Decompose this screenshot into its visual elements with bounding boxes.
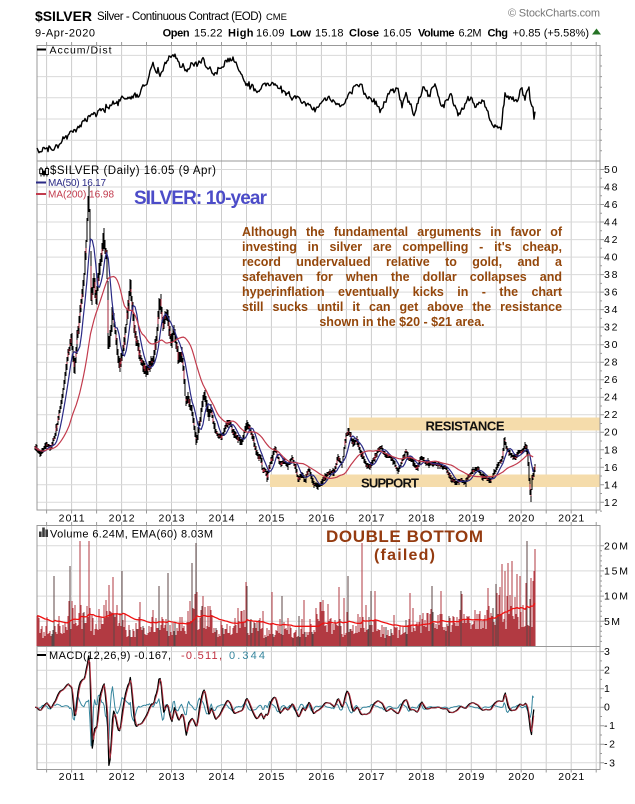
svg-text:5M: 5M bbox=[604, 616, 620, 628]
svg-text:2015: 2015 bbox=[258, 771, 284, 783]
svg-text:safehaven for when the dollar: safehaven for when the dollar collapses … bbox=[242, 270, 562, 284]
svg-text:15.18: 15.18 bbox=[315, 28, 344, 40]
svg-text:9-Apr-2020: 9-Apr-2020 bbox=[35, 28, 95, 40]
svg-text:44: 44 bbox=[604, 217, 618, 229]
svg-text:26: 26 bbox=[604, 374, 618, 386]
svg-text:MA(50) 16.17: MA(50) 16.17 bbox=[48, 178, 106, 189]
svg-text:2: 2 bbox=[604, 665, 610, 677]
svg-text:20: 20 bbox=[604, 427, 618, 439]
svg-text:-2: -2 bbox=[604, 739, 615, 751]
svg-text:2018: 2018 bbox=[408, 513, 434, 525]
svg-text:-0.511,: -0.511, bbox=[181, 650, 222, 662]
svg-text:SILVER: 10-year: SILVER: 10-year bbox=[134, 188, 268, 209]
svg-text:2013: 2013 bbox=[159, 513, 185, 525]
svg-text:2020: 2020 bbox=[508, 513, 534, 525]
svg-text:15M: 15M bbox=[604, 565, 628, 577]
svg-text:Open: Open bbox=[163, 28, 190, 40]
svg-text:22: 22 bbox=[604, 409, 618, 421]
svg-text:0.344: 0.344 bbox=[229, 650, 265, 662]
svg-text:+0.85 (+5.58%): +0.85 (+5.58%) bbox=[513, 28, 590, 40]
svg-text:2016: 2016 bbox=[308, 513, 334, 525]
svg-text:investing in silver are compel: investing in silver are compelling - it'… bbox=[242, 240, 562, 254]
svg-text:$SILVER (Daily) 16.05 (9 Apr): $SILVER (Daily) 16.05 (9 Apr) bbox=[50, 165, 216, 177]
svg-text:42: 42 bbox=[604, 234, 618, 246]
svg-text:50: 50 bbox=[604, 164, 618, 176]
svg-text:20M: 20M bbox=[604, 540, 628, 552]
svg-text:2013: 2013 bbox=[159, 771, 185, 783]
svg-text:RESISTANCE: RESISTANCE bbox=[426, 419, 505, 434]
svg-text:10M: 10M bbox=[604, 591, 628, 603]
svg-text:$SILVER: $SILVER bbox=[35, 8, 92, 24]
svg-text:2014: 2014 bbox=[209, 771, 235, 783]
svg-text:12: 12 bbox=[604, 497, 618, 509]
svg-text:38: 38 bbox=[604, 269, 618, 281]
svg-text:40: 40 bbox=[604, 252, 618, 264]
svg-text:34: 34 bbox=[604, 304, 618, 316]
svg-text:2011: 2011 bbox=[59, 771, 85, 783]
svg-text:15.22: 15.22 bbox=[194, 28, 223, 40]
svg-text:2021: 2021 bbox=[558, 771, 584, 783]
svg-text:3: 3 bbox=[604, 646, 610, 658]
svg-text:32: 32 bbox=[604, 322, 618, 334]
svg-text:Chg: Chg bbox=[488, 28, 509, 40]
svg-text:(failed): (failed) bbox=[374, 547, 435, 564]
svg-text:2019: 2019 bbox=[458, 771, 484, 783]
svg-text:30: 30 bbox=[604, 339, 618, 351]
svg-text:28: 28 bbox=[604, 357, 618, 369]
svg-text:2021: 2021 bbox=[558, 513, 584, 525]
svg-text:Accum/Dist: Accum/Dist bbox=[50, 45, 112, 57]
svg-text:MA(200) 16.98: MA(200) 16.98 bbox=[48, 190, 114, 201]
svg-text:Low: Low bbox=[290, 28, 311, 40]
svg-text:2016: 2016 bbox=[308, 771, 334, 783]
svg-text:46: 46 bbox=[604, 199, 618, 211]
svg-text:2019: 2019 bbox=[458, 513, 484, 525]
svg-text:-3: -3 bbox=[604, 757, 615, 769]
svg-text:2018: 2018 bbox=[408, 771, 434, 783]
svg-text:2020: 2020 bbox=[508, 771, 534, 783]
svg-text:still sucks until it can get a: still sucks until it can get above the r… bbox=[242, 300, 562, 314]
svg-text:14: 14 bbox=[604, 479, 618, 491]
svg-text:2014: 2014 bbox=[209, 513, 235, 525]
svg-text:6.2M: 6.2M bbox=[459, 28, 482, 40]
svg-text:© StockCharts.com: © StockCharts.com bbox=[508, 8, 600, 20]
svg-text:shown in the $20 - $21 area.: shown in the $20 - $21 area. bbox=[319, 315, 484, 329]
svg-text:2011: 2011 bbox=[59, 513, 85, 525]
svg-text:2015: 2015 bbox=[258, 513, 284, 525]
svg-text:MACD(12,26,9) -0.167,: MACD(12,26,9) -0.167, bbox=[49, 650, 171, 662]
svg-text:2012: 2012 bbox=[109, 771, 135, 783]
svg-text:hyperinflation eventually kick: hyperinflation eventually kicks in - the… bbox=[242, 285, 563, 299]
svg-text:-1: -1 bbox=[604, 720, 615, 732]
svg-text:Although the fundamental argum: Although the fundamental arguments in fa… bbox=[242, 225, 563, 239]
svg-text:24: 24 bbox=[604, 392, 618, 404]
svg-text:16: 16 bbox=[604, 462, 618, 474]
svg-text:16.05: 16.05 bbox=[383, 28, 412, 40]
svg-text:DOUBLE BOTTOM: DOUBLE BOTTOM bbox=[326, 527, 483, 546]
svg-text:High: High bbox=[228, 28, 254, 40]
svg-text:48: 48 bbox=[604, 182, 618, 194]
svg-text:Silver - Continuous Contract (: Silver - Continuous Contract (EOD) bbox=[97, 11, 262, 23]
svg-text:2012: 2012 bbox=[109, 513, 135, 525]
svg-text:CME: CME bbox=[266, 12, 287, 23]
svg-text:Volume: Volume bbox=[418, 28, 455, 40]
svg-text:18: 18 bbox=[604, 444, 618, 456]
svg-text:1: 1 bbox=[604, 683, 610, 695]
svg-text:2017: 2017 bbox=[358, 513, 384, 525]
svg-text:2017: 2017 bbox=[358, 771, 384, 783]
svg-text:36: 36 bbox=[604, 287, 618, 299]
svg-text:0: 0 bbox=[604, 702, 610, 714]
svg-text:16.09: 16.09 bbox=[256, 28, 285, 40]
svg-text:SUPPORT: SUPPORT bbox=[361, 476, 419, 491]
svg-text:Close: Close bbox=[349, 28, 379, 40]
svg-text:Volume 6.24M, EMA(60) 8.03M: Volume 6.24M, EMA(60) 8.03M bbox=[50, 529, 213, 541]
svg-text:record undervalued relative to: record undervalued relative to gold, and… bbox=[242, 255, 563, 269]
